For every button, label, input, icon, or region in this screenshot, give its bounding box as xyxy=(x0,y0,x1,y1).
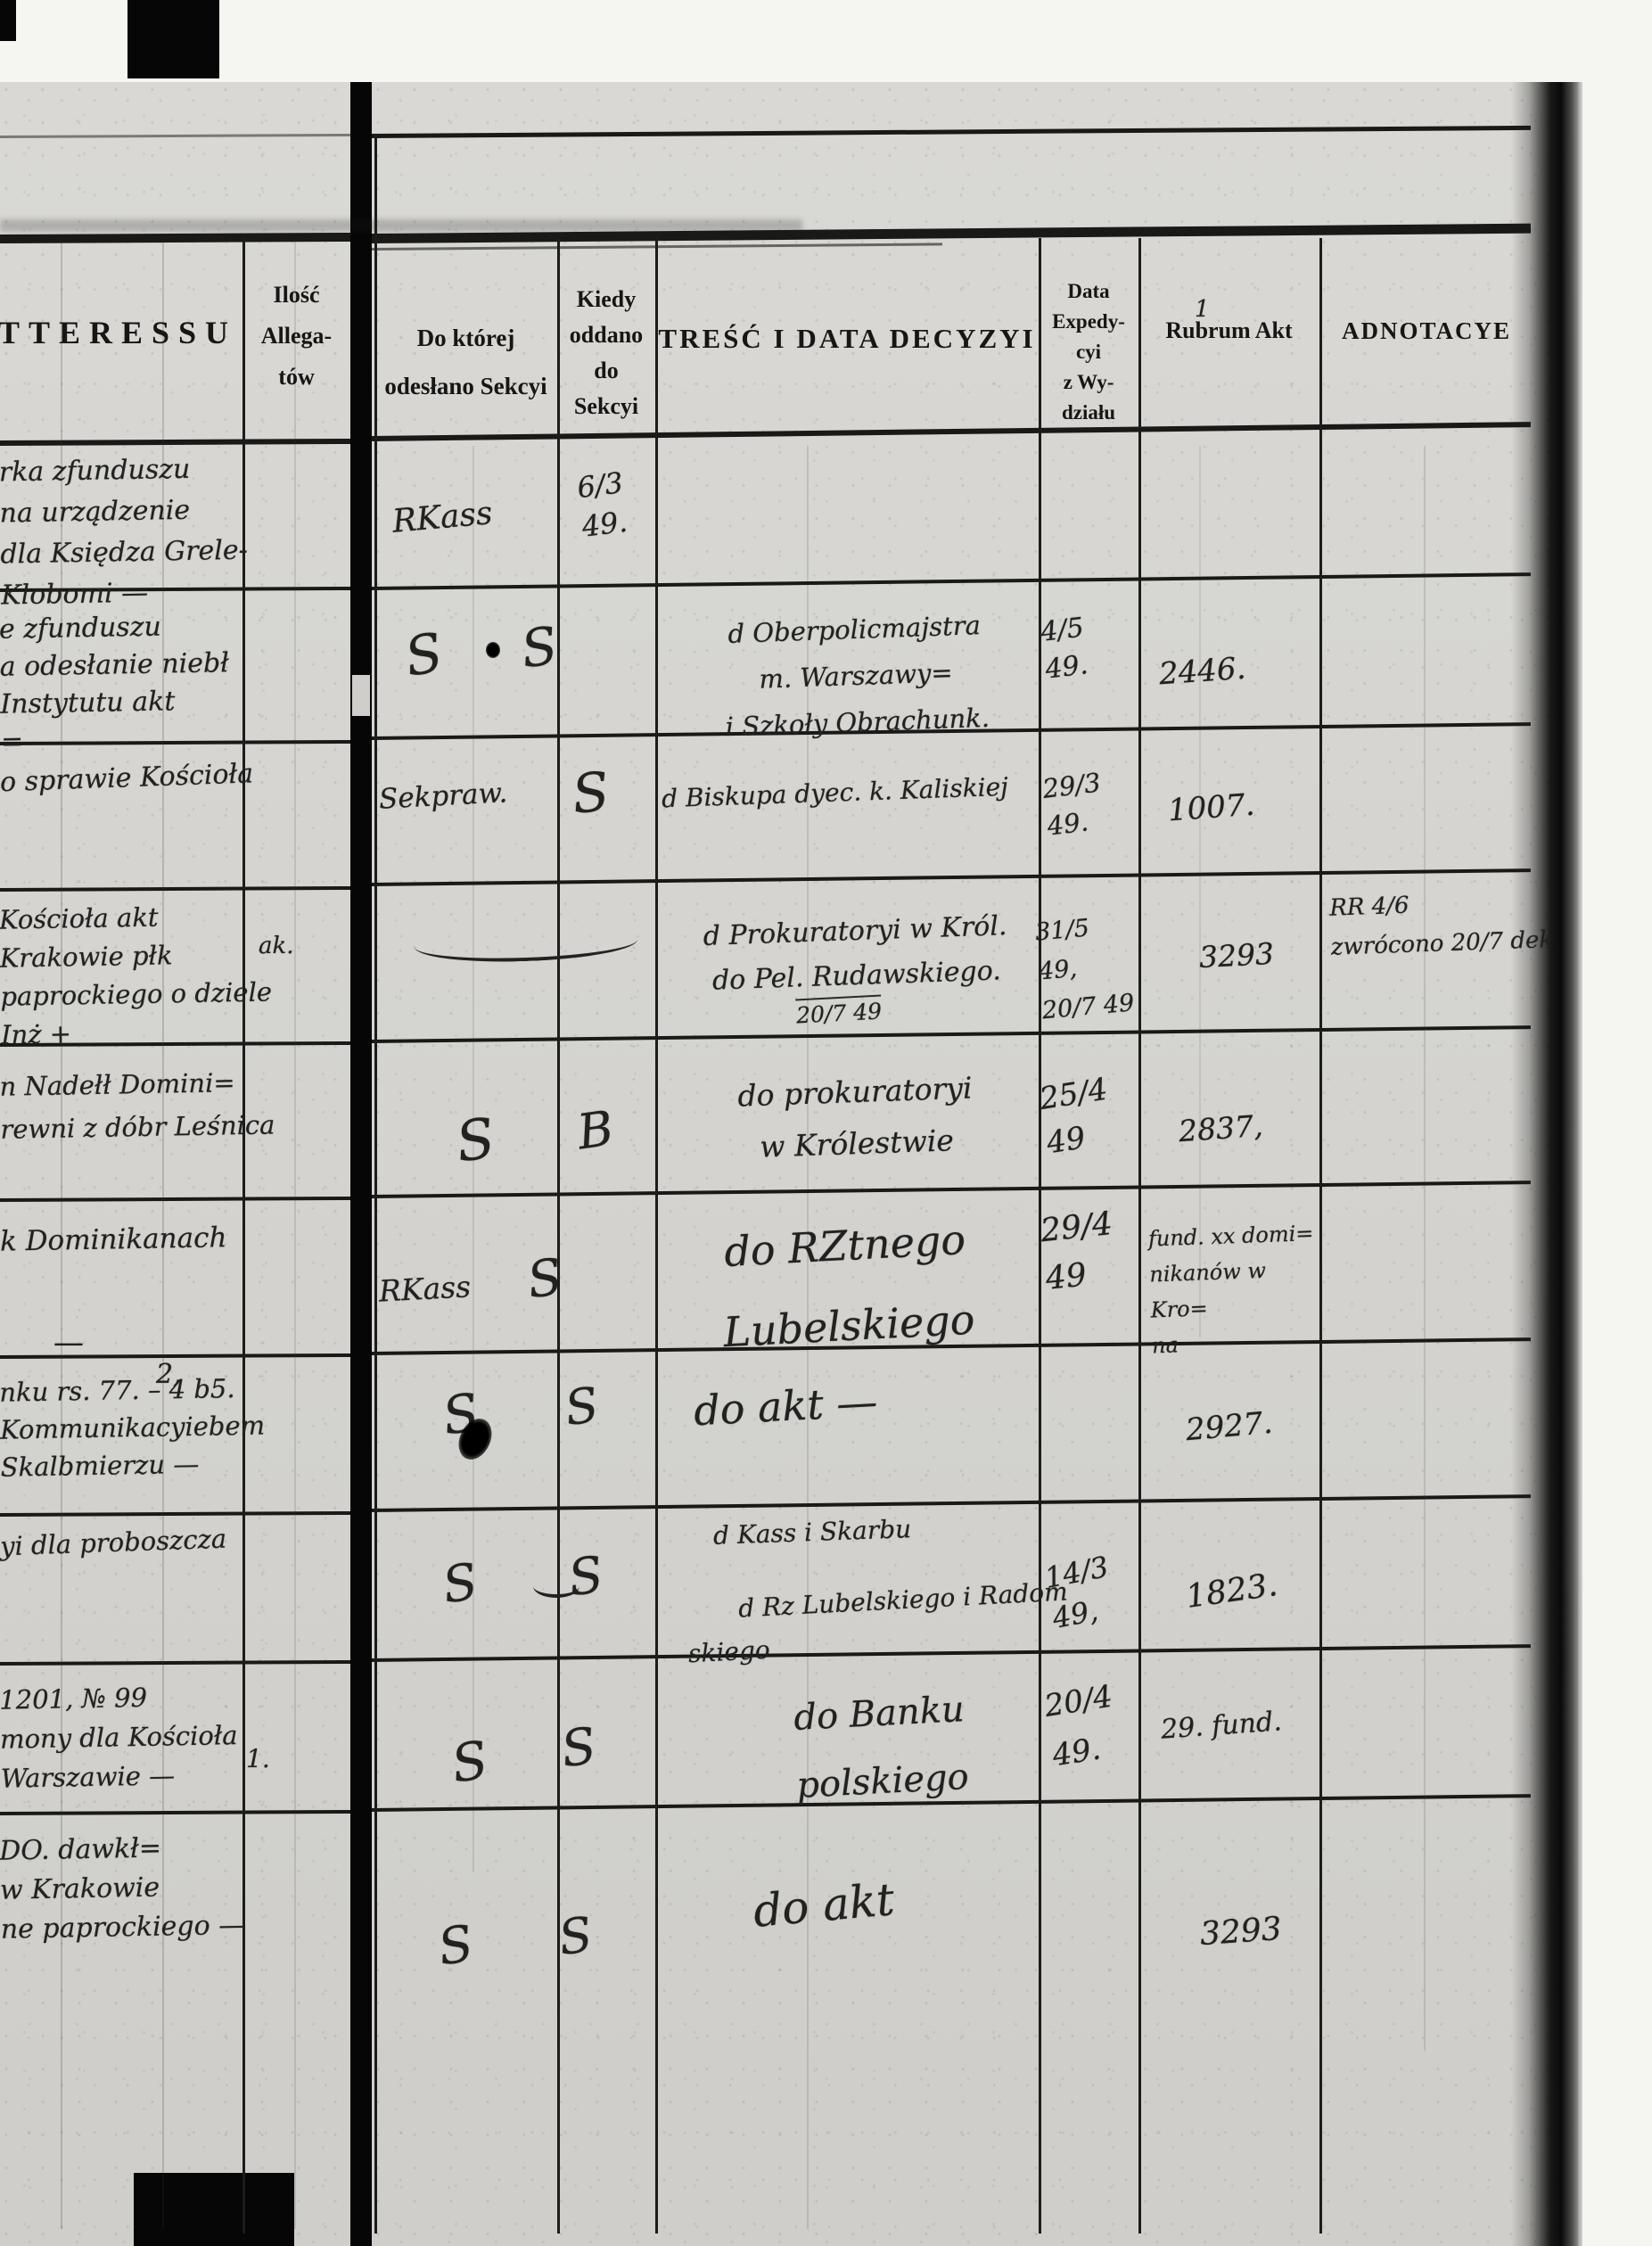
flourish-mark: S xyxy=(569,761,612,827)
rule-double-heavy-left xyxy=(0,232,351,243)
entry-interessu-dash: — xyxy=(53,1325,84,1361)
entry-rubrum: 3293 xyxy=(1198,935,1275,975)
entry-tresc-line3: skiego xyxy=(687,1634,771,1669)
scan-bottom-bar xyxy=(134,2173,294,2246)
entry-rubrum: fund. xx domi= nikanów w Kro= na xyxy=(1147,1221,1314,1359)
header-rubrum: Rubrum Akt xyxy=(1165,317,1293,343)
header-data-expedycyi: Data Expedy- cyi z Wy- działu xyxy=(1052,280,1125,424)
scan-top-bar xyxy=(127,0,219,78)
entry-data: 4/5 49. xyxy=(1039,612,1090,686)
entry-sekcyi: RKass xyxy=(378,1269,472,1309)
col-rule xyxy=(1319,238,1322,2234)
entry-rubrum: 3293 xyxy=(1198,1910,1283,1954)
col-rule xyxy=(1138,238,1141,2234)
entry-tresc: d Oberpolicmajstra m. Warszawy= i Szkoły… xyxy=(725,610,990,743)
header-allegatow: Ilość Allega- tów xyxy=(260,282,333,390)
entry-data: 29/4 49 xyxy=(1039,1205,1114,1297)
entry-tresc: do RZtnego Lubelskiego xyxy=(722,1215,976,1357)
header-interessu: TTERESSU xyxy=(0,315,238,350)
entry-interessu: 1201, № 99 mony dla Kościoła Warszawie — xyxy=(0,1682,238,1794)
entry-data: 31/5 49, 20/7 49 xyxy=(1033,914,1136,1025)
entry-data: 25/4 49 xyxy=(1037,1071,1111,1162)
col-rule xyxy=(242,238,245,2234)
pencil-line xyxy=(294,241,296,2229)
entry-interessu: k Dominikanach xyxy=(0,1222,227,1258)
entry-kiedy: 6/3 49. xyxy=(575,465,629,544)
entry-interessu: e zfunduszu a odesłanie niebł Instytutu … xyxy=(0,611,230,758)
entry-tresc: do Banku polskiego xyxy=(793,1689,970,1806)
col-rule xyxy=(557,238,560,2234)
entry-tresc: do prokuratoryi w Królestwie xyxy=(736,1070,974,1164)
entry-rubrum: 1007. xyxy=(1166,786,1256,829)
entry-interessu: nku rs. 77. – 4 b5. Kommunikacyiebem Ska… xyxy=(0,1373,266,1483)
stray-mark: 1 xyxy=(1195,296,1210,323)
entry-interessu: rka zfunduszu na urządzenie dla Księdza … xyxy=(0,453,249,612)
entry-data: 29/3 49. xyxy=(1040,767,1103,842)
entry-tresc-extra: 20/7 49 xyxy=(795,994,883,1029)
entry-interessu: Kościoła akt Krakowie płk paprockiego o … xyxy=(0,901,273,1050)
entry-tresc: d Prokuratoryi w Król. do Pel. Rudawskie… xyxy=(703,910,1007,997)
header-adnotacye: ADNOTACYE xyxy=(1341,317,1511,344)
entry-interessu: n Nadełł Domini= rewni z dóbr Leśnica xyxy=(0,1067,275,1145)
pencil-line xyxy=(1424,446,1426,2051)
entry-sekcyi: Sekpraw. xyxy=(378,777,509,816)
gutter-gap xyxy=(352,675,370,716)
page-edge-shadow xyxy=(1511,82,1582,2246)
count-mark: 2, xyxy=(156,1359,182,1390)
entry-adnotacye: RR 4/6 zwrócono 20/7 dek xyxy=(1328,892,1554,961)
scan-corner-mark xyxy=(0,0,16,41)
header-kiedy: Kiedy oddano do Sekcyi xyxy=(569,286,644,419)
ink-smudge xyxy=(0,219,802,232)
flourish-mark: B xyxy=(573,1099,617,1161)
entry-allegatow: ak. xyxy=(259,933,294,959)
entry-rubrum: 2837, xyxy=(1177,1107,1264,1149)
pencil-line xyxy=(162,241,164,2229)
col-rule xyxy=(1039,238,1041,2234)
entry-interessu: DO. dawkł= w Krakowie ne paprockiego — xyxy=(0,1832,246,1946)
pencil-line xyxy=(473,446,474,1872)
entry-rubrum: 2446. xyxy=(1157,650,1247,693)
flourish-curve xyxy=(533,1575,579,1598)
ink-blot xyxy=(486,642,500,658)
col-rule xyxy=(374,134,377,2234)
header-tresc: TREŚĆ I DATA DECYZYI xyxy=(658,323,1036,354)
pencil-line xyxy=(1199,446,1201,1337)
header-sekcyi: Do której odesłano Sekcyi xyxy=(384,325,547,399)
right-page-paper xyxy=(372,82,1578,2246)
col-rule xyxy=(655,238,658,2234)
entry-rubrum: 2927. xyxy=(1184,1404,1274,1449)
entry-allegatow: 1. xyxy=(246,1744,270,1773)
binding-gutter xyxy=(350,82,372,2246)
pencil-line xyxy=(61,241,62,2229)
pencil-line xyxy=(807,446,809,2229)
